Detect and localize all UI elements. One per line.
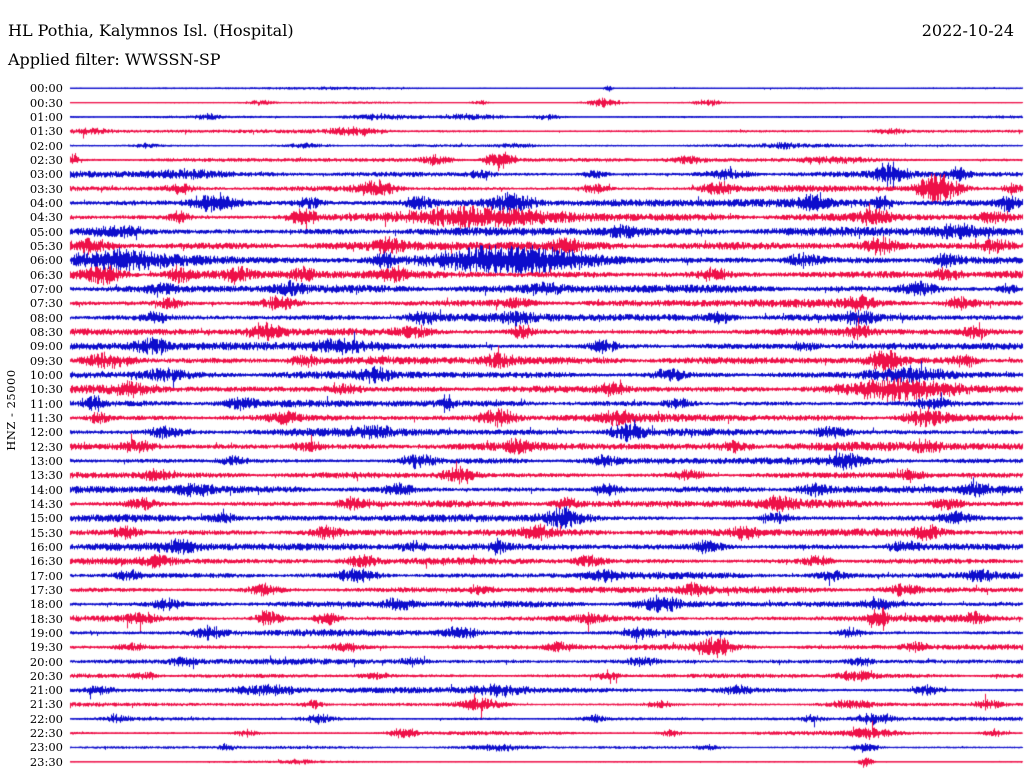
time-label: 00:00: [29, 81, 63, 96]
time-label: 04:30: [29, 210, 63, 225]
time-label: 13:00: [29, 453, 63, 468]
time-label: 14:30: [29, 496, 63, 511]
time-label: 10:00: [29, 367, 63, 382]
time-label: 00:30: [29, 95, 63, 110]
time-label: 03:00: [29, 167, 63, 182]
time-label: 08:00: [29, 310, 63, 325]
time-axis: 00:00 00:30 01:00 01:30 02:00 02:30 03:00 03:30…: [0, 0, 64, 780]
time-label: 20:00: [29, 654, 63, 669]
time-label: 18:30: [29, 611, 63, 626]
time-label: 11:00: [29, 396, 63, 411]
time-label: 20:30: [29, 668, 63, 683]
time-label: 06:30: [29, 267, 63, 282]
time-label: 23:00: [29, 740, 63, 755]
time-label: 04:00: [29, 195, 63, 210]
time-label: 05:30: [29, 238, 63, 253]
time-label: 09:30: [29, 353, 63, 368]
time-label: 18:00: [29, 597, 63, 612]
time-label: 17:00: [29, 568, 63, 583]
time-label: 11:30: [29, 410, 63, 425]
time-label: 08:30: [29, 324, 63, 339]
time-label: 06:00: [29, 253, 63, 268]
time-label: 13:30: [29, 468, 63, 483]
time-label: 15:00: [29, 511, 63, 526]
time-label: 09:00: [29, 339, 63, 354]
time-label: 07:00: [29, 281, 63, 296]
time-label: 21:30: [29, 697, 63, 712]
time-label: 16:30: [29, 554, 63, 569]
time-label: 02:00: [29, 138, 63, 153]
time-label: 19:30: [29, 640, 63, 655]
time-label: 23:30: [29, 754, 63, 769]
time-label: 05:00: [29, 224, 63, 239]
time-label: 21:00: [29, 683, 63, 698]
time-label: 22:30: [29, 726, 63, 741]
time-label: 02:30: [29, 152, 63, 167]
time-label: 10:30: [29, 382, 63, 397]
time-label: 03:30: [29, 181, 63, 196]
time-label: 17:30: [29, 582, 63, 597]
time-label: 12:00: [29, 425, 63, 440]
time-label: 12:30: [29, 439, 63, 454]
time-label: 22:00: [29, 711, 63, 726]
time-label: 15:30: [29, 525, 63, 540]
time-label: 01:00: [29, 109, 63, 124]
time-label: 19:00: [29, 625, 63, 640]
time-label: 01:30: [29, 124, 63, 139]
time-label: 07:30: [29, 296, 63, 311]
time-label: 14:00: [29, 482, 63, 497]
time-label: 16:00: [29, 539, 63, 554]
